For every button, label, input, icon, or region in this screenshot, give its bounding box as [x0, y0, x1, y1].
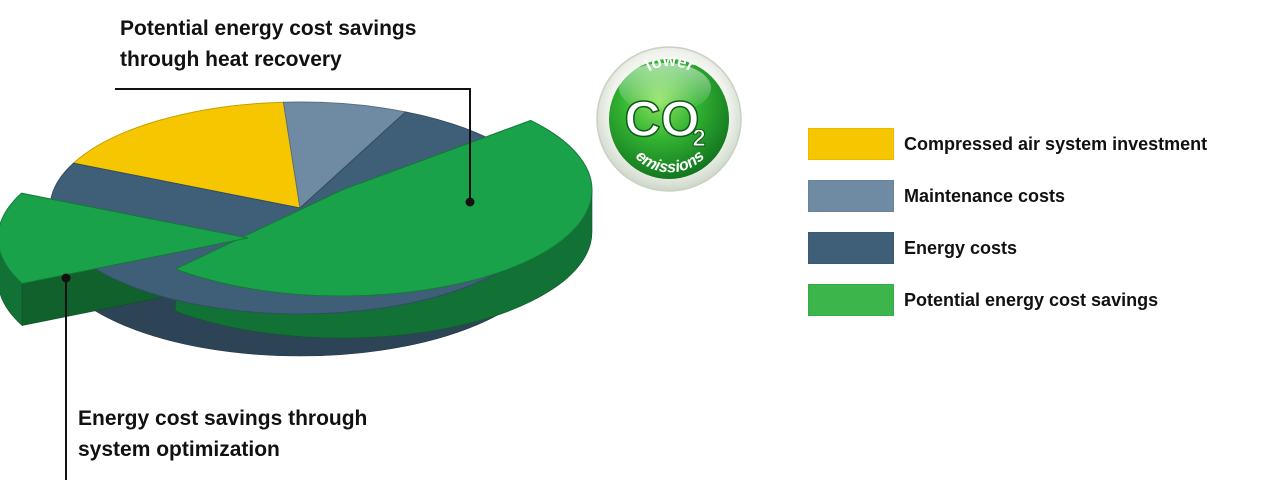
badge-shine — [619, 63, 711, 113]
legend-label-investment: Compressed air system investment — [904, 133, 1208, 154]
callout-system-optimization: Energy cost savings through system optim… — [78, 403, 367, 465]
legend-swatch-maintenance — [808, 180, 894, 212]
co2-badge: lower CO 2 emissions — [596, 46, 742, 192]
callout-line-heat-recovery — [115, 88, 471, 202]
callout-heat-recovery-line-1: Potential energy cost savings — [120, 17, 417, 40]
badge-subscript: 2 — [692, 125, 705, 152]
legend-item-maintenance: Maintenance costs — [808, 179, 1207, 213]
legend-label-maintenance: Maintenance costs — [904, 185, 1066, 206]
legend-item-investment: Compressed air system investment — [808, 127, 1207, 161]
exploded-slice-0 — [174, 119, 593, 297]
callout-system-optimization-line-1: Energy cost savings through — [78, 407, 368, 430]
legend-swatch-investment — [808, 128, 894, 160]
pie-slice-0 — [72, 101, 301, 209]
legend: Compressed air system investment Mainten… — [808, 127, 1207, 335]
callout-system-optimization-line-2: system optimization — [78, 438, 280, 461]
callout-heat-recovery-line-2: through heat recovery — [120, 48, 342, 71]
legend-swatch-energy — [808, 232, 894, 264]
badge-main-text: CO — [625, 91, 700, 147]
callout-heat-recovery: Potential energy cost savings through he… — [120, 13, 416, 75]
exploded-slice-1 — [0, 192, 249, 285]
legend-label-energy: Energy costs — [904, 237, 1018, 258]
legend-label-savings: Potential energy cost savings — [904, 289, 1159, 310]
legend-swatch-savings — [808, 284, 894, 316]
legend-item-energy: Energy costs — [808, 231, 1207, 265]
callout-dot-system-optimization — [61, 273, 71, 283]
pie-slice-1 — [282, 101, 407, 209]
pie-tops — [0, 101, 593, 315]
callout-dot-heat-recovery — [465, 197, 475, 207]
legend-item-savings: Potential energy cost savings — [808, 283, 1207, 317]
